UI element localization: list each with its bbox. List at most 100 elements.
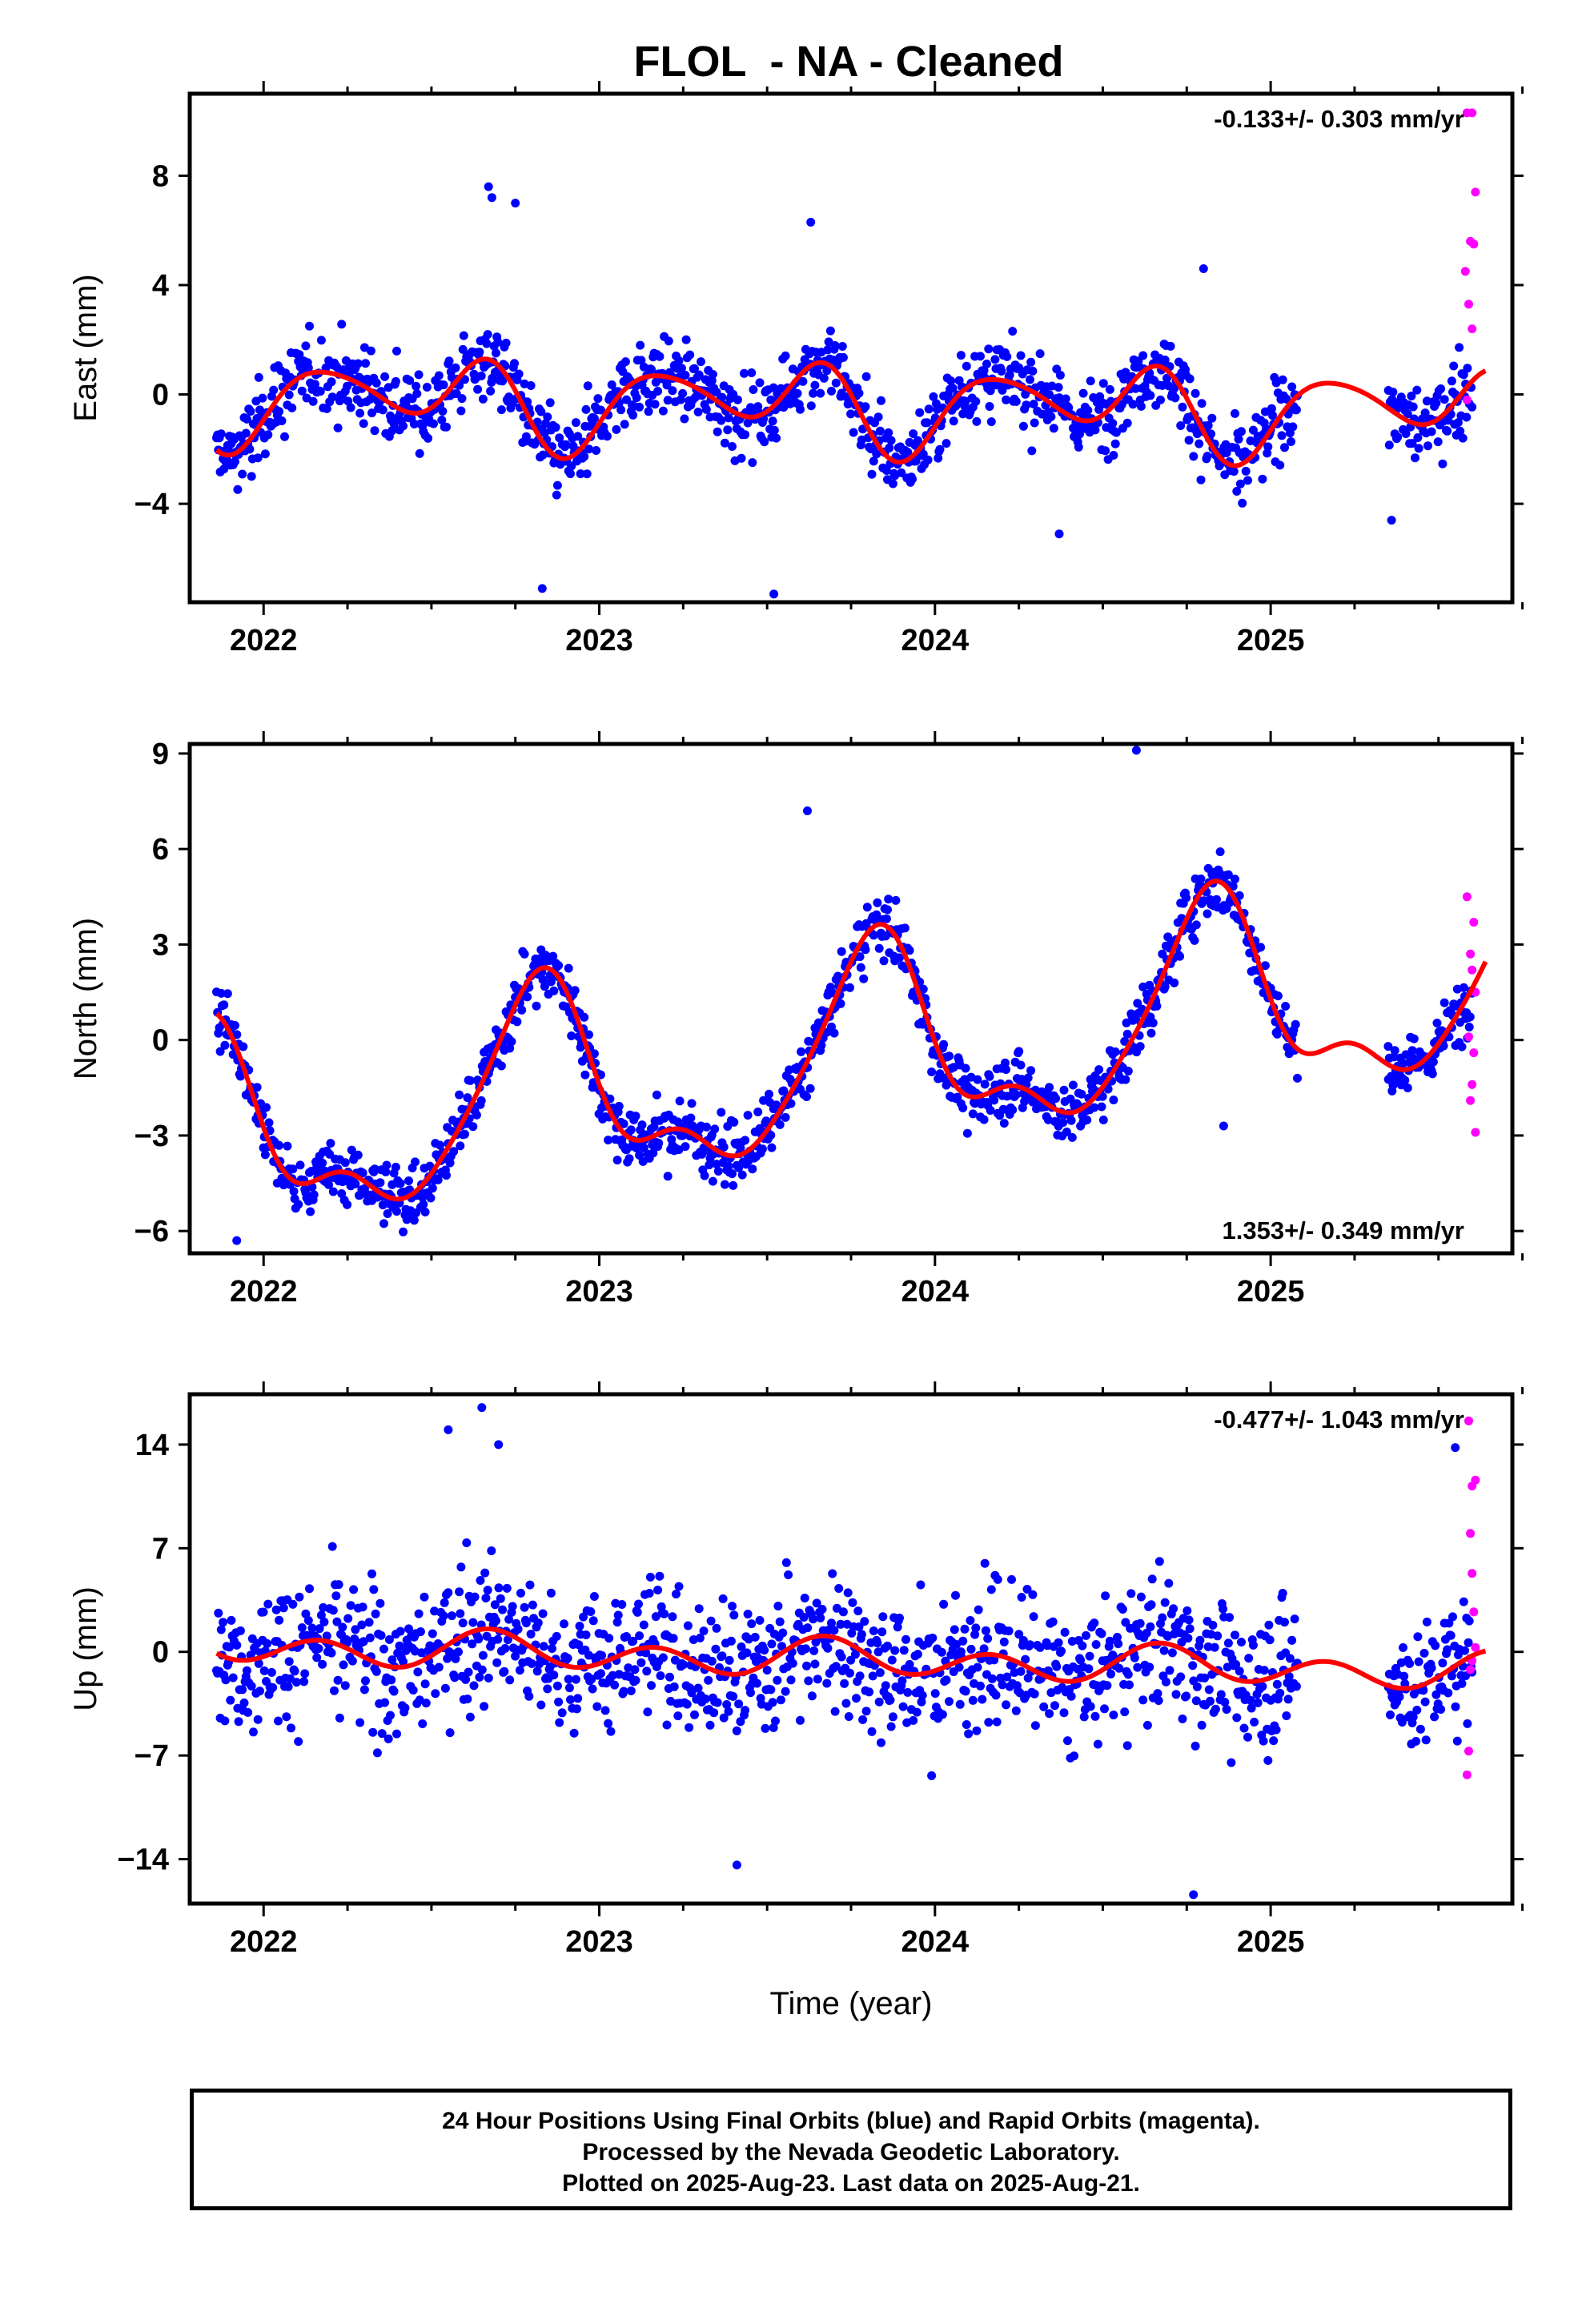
final-orbit-point (387, 426, 397, 436)
final-orbit-point (642, 1667, 652, 1676)
final-orbit-point (805, 1084, 815, 1093)
final-orbit-point (402, 1215, 412, 1224)
rapid-orbit-point (1468, 1482, 1477, 1491)
final-orbit-point (517, 1005, 527, 1015)
final-orbit-point (308, 396, 318, 406)
final-orbit-point (990, 1096, 999, 1105)
final-orbit-point (869, 1626, 878, 1635)
final-orbit-point (971, 396, 981, 406)
final-orbit-point (1001, 1058, 1010, 1068)
final-orbit-point (492, 1616, 500, 1626)
final-orbit-point (674, 356, 684, 365)
final-orbit-point (929, 392, 938, 401)
footer-note: 24 Hour Positions Using Final Orbits (bl… (190, 2089, 1512, 2210)
final-orbit-point (678, 388, 688, 398)
final-orbit-point (836, 999, 845, 1008)
final-orbit-point (238, 469, 247, 479)
final-orbit-point (855, 1671, 865, 1681)
final-orbit-point (392, 1207, 401, 1216)
final-orbit-point (1399, 1642, 1407, 1652)
final-orbit-point (1138, 351, 1148, 360)
final-orbit-point (309, 1190, 319, 1200)
final-orbit-point (733, 395, 742, 404)
final-orbit-point (1239, 1723, 1249, 1733)
final-orbit-point (588, 1684, 597, 1694)
final-orbit-point (958, 409, 968, 419)
final-orbit-point (945, 1697, 954, 1707)
final-orbit-point (1275, 1688, 1285, 1698)
rapid-orbit-point (1468, 965, 1477, 975)
final-orbit-point (347, 1145, 356, 1155)
final-orbit-point (275, 407, 284, 416)
final-orbit-point (1061, 394, 1070, 404)
rapid-orbit-point (1469, 1048, 1479, 1058)
final-orbit-point (1131, 746, 1141, 755)
final-orbit-point (1067, 1637, 1077, 1646)
final-orbit-point (295, 1160, 305, 1170)
final-orbit-point (1199, 896, 1208, 906)
final-orbit-point (903, 1687, 913, 1697)
final-orbit-point (470, 1592, 480, 1602)
final-orbit-point (1273, 991, 1283, 1001)
final-orbit-point (1082, 1630, 1090, 1640)
rapid-orbit-point (1466, 1665, 1476, 1675)
final-orbit-point (465, 1712, 475, 1722)
final-orbit-point (253, 1715, 263, 1724)
final-orbit-point (1190, 935, 1199, 945)
final-orbit-point (1403, 1084, 1412, 1092)
final-orbit-point (1030, 1689, 1039, 1699)
final-orbit-point (1054, 383, 1063, 392)
final-orbit-point (1066, 1691, 1076, 1701)
final-orbit-point (386, 1711, 395, 1720)
final-orbit-point (663, 396, 673, 405)
final-orbit-point (337, 320, 347, 329)
final-orbit-point (1160, 1598, 1170, 1607)
final-orbit-point (1114, 1639, 1123, 1649)
final-orbit-point (918, 984, 928, 994)
y-tick-label: 6 (152, 833, 169, 866)
final-orbit-point (387, 1675, 396, 1685)
final-orbit-point (539, 1642, 548, 1651)
final-orbit-point (551, 423, 560, 432)
final-orbit-point (1271, 1725, 1281, 1735)
final-orbit-point (1443, 1645, 1452, 1655)
final-orbit-point (796, 404, 805, 414)
final-orbit-point (280, 432, 289, 441)
rapid-orbit-point (1464, 1032, 1473, 1042)
final-orbit-point (346, 403, 355, 412)
final-orbit-point (828, 1569, 837, 1578)
final-orbit-point (1054, 529, 1064, 539)
final-orbit-point (1420, 408, 1430, 418)
final-orbit-point (1016, 351, 1026, 360)
final-orbit-point (1185, 374, 1195, 384)
final-orbit-point (454, 1647, 463, 1657)
final-orbit-point (580, 1070, 590, 1080)
final-orbit-point (552, 480, 562, 490)
final-orbit-point (324, 1180, 334, 1189)
final-orbit-point (474, 1634, 484, 1644)
final-orbit-point (422, 383, 432, 392)
final-orbit-point (507, 1037, 516, 1047)
final-orbit-point (233, 485, 243, 494)
final-orbit-point (843, 1588, 853, 1598)
final-orbit-point (566, 1695, 575, 1704)
final-orbit-point (496, 1594, 505, 1603)
final-orbit-point (636, 356, 646, 365)
final-orbit-point (1017, 1593, 1026, 1602)
final-orbit-point (1223, 1638, 1233, 1648)
final-orbit-point (604, 1719, 613, 1728)
final-orbit-point (284, 390, 294, 400)
final-orbit-point (713, 1698, 722, 1707)
final-orbit-point (986, 417, 996, 427)
final-orbit-point (447, 1611, 456, 1621)
final-orbit-point (1014, 1630, 1024, 1639)
final-orbit-point (602, 432, 612, 441)
final-orbit-point (832, 1603, 841, 1613)
final-orbit-point (917, 1691, 927, 1700)
final-orbit-point (478, 1651, 488, 1660)
final-orbit-point (1258, 1682, 1267, 1691)
final-orbit-point (331, 1591, 341, 1601)
final-orbit-point (572, 1704, 581, 1714)
final-orbit-point (358, 1168, 367, 1178)
final-orbit-point (854, 1622, 864, 1631)
